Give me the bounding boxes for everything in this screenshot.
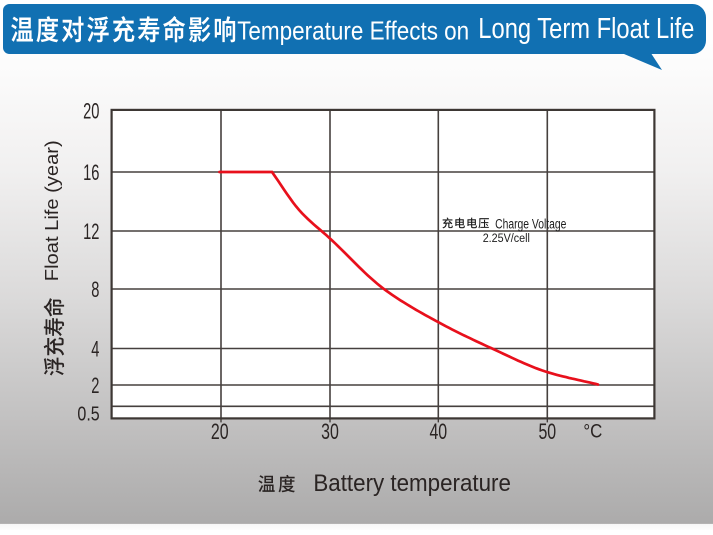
- svg-text:Float Life (year): Float Life (year): [41, 140, 62, 281]
- svg-text:2.25V/cell: 2.25V/cell: [483, 231, 530, 245]
- svg-text:4: 4: [91, 336, 99, 361]
- svg-text:16: 16: [83, 160, 99, 185]
- svg-text:50: 50: [538, 419, 556, 444]
- svg-text:20: 20: [83, 99, 99, 124]
- svg-text:12: 12: [83, 219, 99, 244]
- svg-text:Long Term Float Life: Long Term Float Life: [478, 12, 694, 44]
- svg-text:Temperature Effects on: Temperature Effects on: [237, 17, 469, 45]
- svg-text:°C: °C: [583, 422, 602, 443]
- svg-text:2: 2: [91, 373, 99, 398]
- svg-text:0.5: 0.5: [77, 402, 99, 425]
- svg-text:40: 40: [429, 419, 447, 444]
- svg-text:Charge Voltage: Charge Voltage: [495, 216, 566, 231]
- svg-text:20: 20: [211, 419, 229, 444]
- svg-text:8: 8: [91, 277, 99, 302]
- svg-text:30: 30: [321, 419, 339, 444]
- svg-text:Battery temperature: Battery temperature: [313, 471, 511, 497]
